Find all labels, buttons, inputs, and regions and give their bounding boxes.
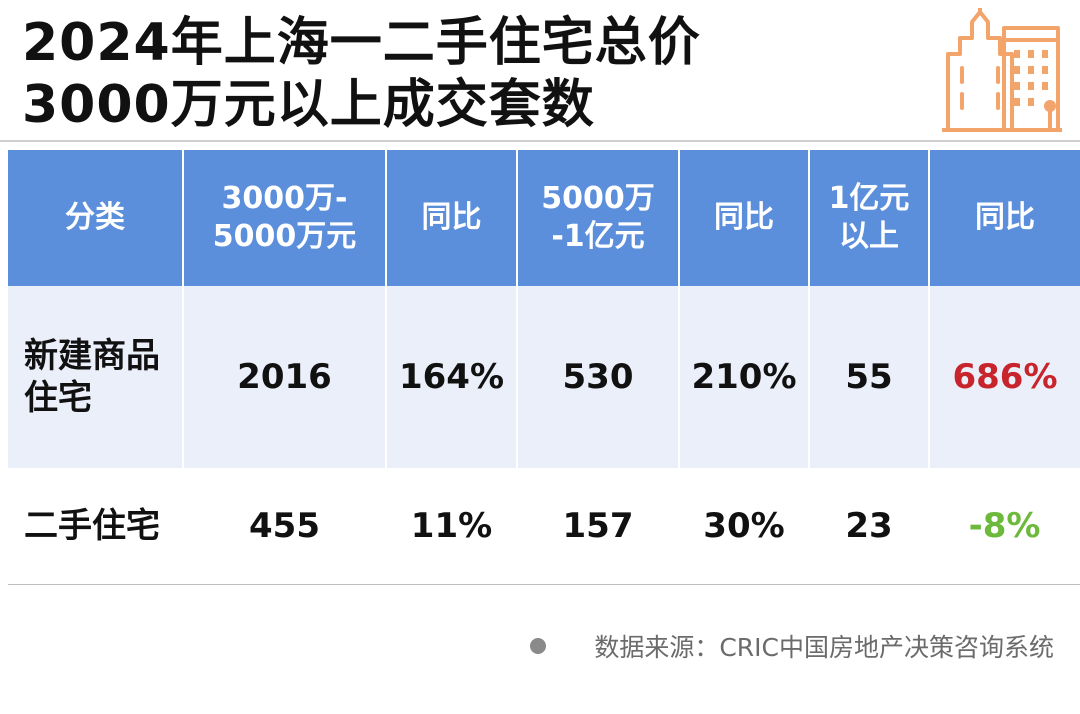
data-table: 分类 3000万- 5000万元 同比 5000万 -1亿元 同比 1亿元 以上 同比… [8,150,1080,585]
value-cell: 164% [386,286,518,468]
header-range-5000-1yi: 5000万 -1亿元 [517,150,680,286]
table-header-row: 分类 3000万- 5000万元 同比 5000万 -1亿元 同比 1亿元 以上 同比 [8,150,1080,286]
header-yoy-1: 同比 [386,150,518,286]
title-divider [0,140,1080,142]
value-cell: 11% [386,468,517,585]
table-row: 新建商品 住宅 2016 164% 530 210% 55 686% [8,286,1080,468]
value-cell: 23 [809,468,929,585]
page-title: 2024年上海一二手住宅总价 3000万元以上成交套数 [22,12,922,136]
title-line-1: 2024年上海一二手住宅总价 [22,13,701,73]
value-cell: 455 [183,468,386,585]
header-category: 分类 [8,150,184,286]
value-cell: 157 [517,468,679,585]
value-cell: 210% [679,286,810,468]
source-note: 数据来源：CRIC中国房地产决策咨询系统 [530,628,1054,664]
value-cell: 2016 [183,286,387,468]
header-range-1yi-plus: 1亿元 以上 [809,150,930,286]
table-row: 二手住宅 455 11% 157 30% 23 -8% [8,468,1080,585]
highlight-value-cell: -8% [929,468,1080,585]
header-range-3000-5000: 3000万- 5000万元 [183,150,387,286]
bullet-dot-icon [530,638,547,654]
category-cell: 新建商品 住宅 [8,286,184,468]
value-cell: 55 [809,286,930,468]
source-text: 数据来源：CRIC中国房地产决策咨询系统 [594,633,1054,662]
value-cell: 30% [679,468,809,585]
title-line-2: 3000万元以上成交套数 [22,75,595,135]
category-cell: 二手住宅 [8,468,183,585]
building-icon [942,8,1062,132]
highlight-value-cell: 686% [929,286,1080,468]
header-yoy-3: 同比 [929,150,1080,286]
value-cell: 530 [517,286,680,468]
header-yoy-2: 同比 [679,150,810,286]
